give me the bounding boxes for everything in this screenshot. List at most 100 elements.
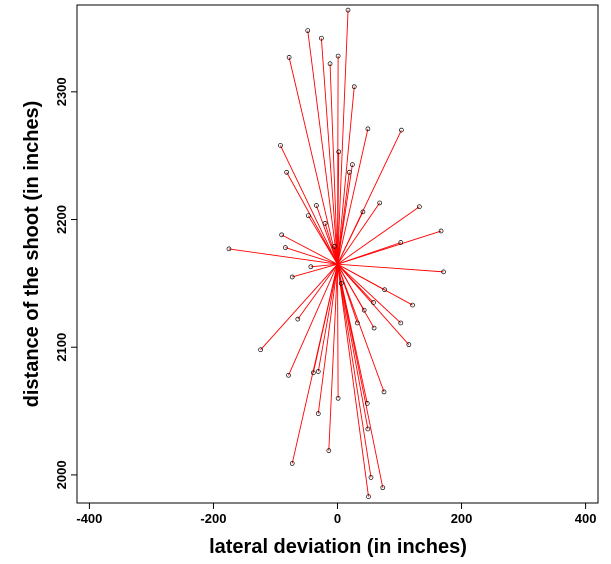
data-point: [258, 347, 263, 353]
segment: [337, 264, 369, 497]
data-point: [366, 494, 371, 499]
y-tick-label: 2300: [54, 77, 69, 106]
segment: [337, 86, 355, 265]
segment: [337, 264, 385, 393]
segment: [315, 205, 338, 265]
segment: [228, 248, 338, 265]
segment: [337, 172, 350, 265]
segment: [337, 263, 413, 306]
data-point: [371, 300, 376, 305]
x-tick-label: -200: [200, 511, 226, 526]
segment: [337, 264, 369, 430]
segment: [337, 263, 444, 273]
data-point: [354, 320, 360, 326]
data-point: [336, 149, 342, 155]
data-point: [286, 372, 291, 378]
data-point: [382, 287, 387, 293]
x-tick-label: 400: [575, 511, 597, 526]
data-point: [305, 28, 311, 33]
segment: [317, 264, 338, 414]
segment: [337, 263, 375, 329]
data-point: [332, 243, 337, 249]
data-point: [360, 209, 366, 215]
data-point: [284, 169, 289, 175]
data-point: [438, 228, 444, 234]
segment: [337, 206, 420, 265]
segment: [260, 263, 338, 351]
data-point: [381, 389, 387, 395]
y-tick-label: 2200: [54, 205, 69, 234]
x-tick-label: -400: [76, 511, 102, 526]
segment: [337, 10, 349, 265]
data-point: [346, 169, 352, 175]
data-point: [314, 203, 319, 208]
segment: [324, 223, 338, 265]
data-point: [335, 53, 341, 59]
data-point: [398, 320, 404, 326]
data-point: [226, 246, 232, 252]
data-point: [335, 395, 341, 401]
data-point: [365, 426, 371, 432]
data-point: [365, 126, 371, 132]
segment: [307, 30, 338, 265]
data-point: [345, 7, 351, 13]
segments-layer: [228, 10, 444, 497]
data-point: [308, 264, 314, 270]
data-point: [310, 370, 316, 376]
y-axis-title: distance of the shoot (in inches): [21, 101, 43, 408]
data-point: [305, 213, 311, 219]
data-point: [283, 245, 288, 250]
segment: [320, 38, 338, 265]
data-point: [441, 269, 446, 275]
segment: [337, 263, 402, 324]
data-point: [361, 307, 367, 313]
segment: [286, 172, 338, 265]
segment: [328, 264, 338, 451]
segment: [288, 264, 338, 376]
segment: [292, 263, 338, 278]
data-point: [315, 369, 321, 374]
data-point: [279, 232, 285, 238]
data-point: [351, 84, 357, 90]
segment: [285, 247, 338, 265]
x-axis: -400 -200 0 200 400: [76, 503, 596, 526]
points-layer: [226, 7, 446, 499]
segment: [337, 151, 340, 265]
data-point: [295, 316, 301, 322]
data-point: [380, 485, 386, 491]
segment: [280, 145, 338, 265]
segment: [337, 242, 401, 265]
segment: [329, 63, 338, 265]
y-axis: 2000 2100 2200 2300: [54, 77, 77, 489]
data-point: [286, 55, 292, 60]
data-point: [315, 411, 321, 416]
data-point: [322, 221, 328, 226]
data-point: [410, 302, 415, 308]
data-point: [350, 162, 355, 167]
x-axis-title: lateral deviation (in inches): [209, 536, 467, 558]
data-point: [364, 401, 370, 406]
data-point: [377, 200, 383, 206]
data-point: [289, 461, 295, 466]
data-point: [289, 274, 295, 280]
data-point: [368, 475, 374, 480]
data-point: [417, 204, 422, 210]
segment: [337, 264, 372, 478]
segment: [288, 57, 338, 265]
segment: [307, 215, 338, 265]
segment: [281, 234, 338, 265]
data-point: [398, 240, 404, 245]
data-point: [319, 35, 324, 41]
data-point: [338, 281, 344, 286]
data-point: [327, 61, 333, 67]
data-point: [326, 448, 332, 453]
segment: [310, 263, 338, 268]
data-point: [278, 143, 283, 148]
segment: [291, 264, 338, 464]
segment: [337, 211, 364, 265]
y-tick-label: 2000: [54, 460, 69, 489]
x-tick-label: 200: [451, 511, 473, 526]
data-point: [371, 325, 377, 331]
data-point: [399, 127, 404, 133]
